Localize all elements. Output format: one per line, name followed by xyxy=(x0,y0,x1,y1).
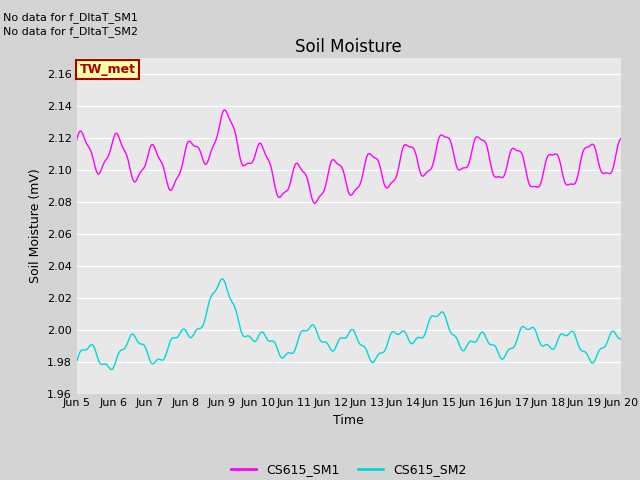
Title: Soil Moisture: Soil Moisture xyxy=(296,38,402,56)
Text: No data for f_DltaT_SM2: No data for f_DltaT_SM2 xyxy=(3,26,138,37)
Legend: CS615_SM1, CS615_SM2: CS615_SM1, CS615_SM2 xyxy=(226,458,472,480)
Text: No data for f_DltaT_SM1: No data for f_DltaT_SM1 xyxy=(3,12,138,23)
Text: TW_met: TW_met xyxy=(79,63,136,76)
X-axis label: Time: Time xyxy=(333,414,364,427)
Y-axis label: Soil Moisture (mV): Soil Moisture (mV) xyxy=(29,168,42,283)
